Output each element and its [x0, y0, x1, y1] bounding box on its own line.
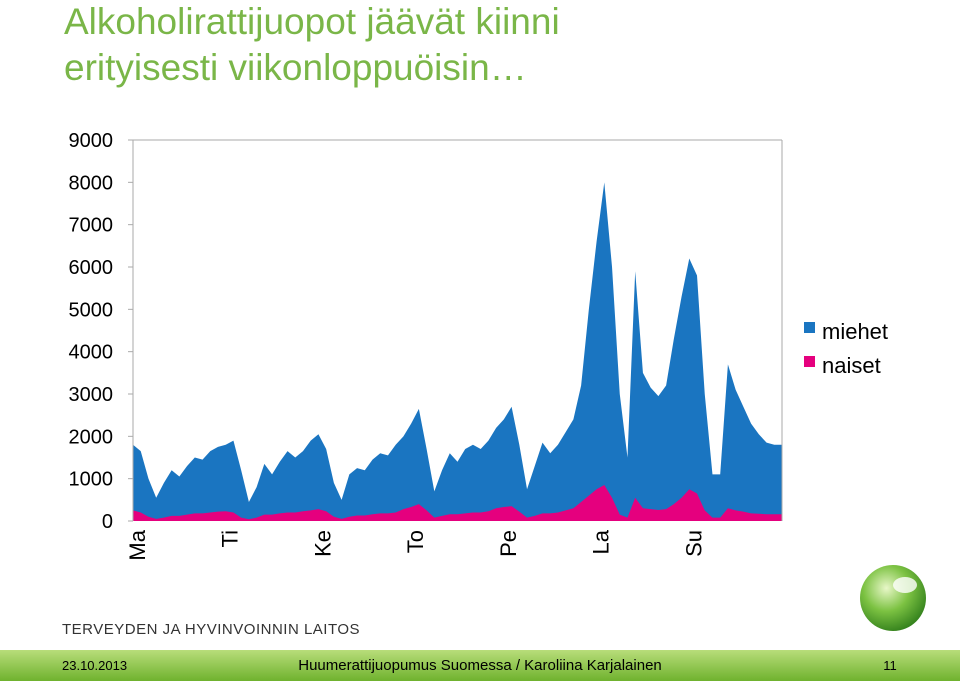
y-tick-label: 4000: [69, 342, 114, 364]
legend: miehet naiset: [804, 319, 888, 378]
footer-date: 23.10.2013: [62, 658, 127, 673]
title: Alkoholirattijuopot jäävät kiinni erityi…: [64, 1, 560, 88]
y-tick-label: 1000: [69, 469, 114, 491]
footer-text: Huumerattijuopumus Suomessa / Karoliina …: [298, 657, 662, 674]
x-tick-label: Ti: [218, 530, 243, 548]
legend-swatch: [804, 356, 815, 367]
area: [133, 485, 782, 521]
legend-swatch: [804, 322, 815, 333]
legend-label: miehet: [822, 319, 888, 344]
x-tick-label: La: [589, 529, 614, 554]
x-tick-label: Ke: [310, 530, 335, 557]
title-line: Alkoholirattijuopot jäävät kiinni: [64, 1, 560, 42]
plot: 0 1000 2000 3000 4000 5000 6000 7000 8000 9000 Ma T…: [69, 130, 782, 561]
y-tick-label: 6000: [69, 257, 114, 279]
title-line: erityisesti viikonloppuöisin…: [64, 47, 527, 88]
logo: [860, 565, 926, 631]
organization: TERVEYDEN JA HYVINVOINNIN LAITOS: [62, 621, 360, 638]
y-tick-label: 8000: [69, 172, 114, 194]
y-tick-label: 3000: [69, 384, 114, 406]
x-tick-label: To: [403, 530, 428, 553]
x-tick-label: Pe: [496, 530, 521, 557]
logo-leaf: [893, 577, 917, 593]
y-tick-label: 7000: [69, 215, 114, 237]
y-tick-label: 9000: [69, 130, 114, 152]
x-tick-label: Ma: [125, 529, 150, 560]
legend-label: naiset: [822, 353, 881, 378]
area: [133, 182, 782, 522]
y-tick-label: 5000: [69, 299, 114, 321]
page-number: 11: [883, 658, 897, 673]
x-tick-label: Su: [681, 530, 706, 557]
footer-bar: [0, 650, 960, 681]
y-tick-label: 2000: [69, 426, 114, 448]
y-tick-label: 0: [102, 511, 113, 533]
